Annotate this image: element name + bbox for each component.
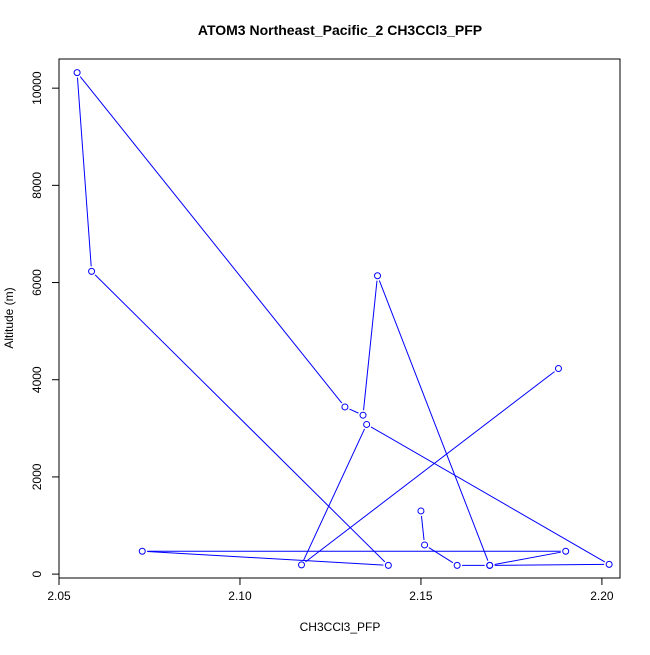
series-line-segment bbox=[349, 408, 359, 414]
y-axis: 0 2000 4000 6000 8000 10000 bbox=[30, 71, 60, 577]
series-line-segment bbox=[147, 551, 384, 566]
series-layer bbox=[73, 69, 613, 569]
series-line-segment bbox=[79, 76, 343, 404]
data-point bbox=[453, 561, 461, 569]
x-tick-label: 2.15 bbox=[409, 589, 433, 603]
data-point bbox=[562, 547, 570, 555]
data-point bbox=[374, 272, 382, 280]
data-point bbox=[297, 561, 305, 569]
y-tick-label: 2000 bbox=[30, 463, 44, 490]
y-axis-label: Altitude (m) bbox=[2, 287, 16, 348]
y-tick-label: 8000 bbox=[30, 172, 44, 199]
data-point bbox=[486, 561, 494, 569]
data-point bbox=[363, 420, 371, 428]
series-line-segment bbox=[303, 428, 365, 561]
series-line-segment bbox=[494, 551, 561, 565]
data-point bbox=[341, 403, 349, 411]
y-tick-label: 6000 bbox=[30, 269, 44, 296]
data-point bbox=[138, 547, 146, 555]
series-line-segment bbox=[370, 426, 606, 563]
data-point bbox=[384, 561, 392, 569]
y-tick-label: 10000 bbox=[30, 71, 44, 105]
data-point bbox=[359, 411, 367, 419]
plot-area-frame bbox=[58, 58, 621, 579]
series-line-segment bbox=[305, 371, 555, 563]
series-line-segment bbox=[428, 547, 454, 564]
data-point bbox=[417, 507, 425, 515]
y-tick-label: 4000 bbox=[30, 366, 44, 393]
data-point bbox=[73, 69, 81, 77]
series-line-segment bbox=[420, 515, 425, 541]
x-axis: 2.05 2.10 2.15 2.20 bbox=[47, 577, 614, 603]
data-point bbox=[554, 365, 562, 373]
x-tick-label: 2.10 bbox=[228, 589, 252, 603]
series-line-segment bbox=[494, 563, 605, 566]
series-line-segment bbox=[76, 77, 92, 267]
x-axis-label: CH3CCl3_PFP bbox=[300, 620, 381, 634]
series-line-segment bbox=[363, 280, 378, 411]
y-tick-label: 0 bbox=[30, 570, 44, 577]
chart-title: ATOM3 Northeast_Pacific_2 CH3CCl3_PFP bbox=[198, 22, 482, 38]
x-tick-label: 2.05 bbox=[47, 589, 71, 603]
x-tick-label: 2.20 bbox=[590, 589, 614, 603]
data-point bbox=[605, 560, 613, 568]
series-line-segment bbox=[378, 280, 489, 561]
series-line-segment bbox=[94, 274, 386, 563]
data-point bbox=[421, 541, 429, 549]
data-point bbox=[88, 267, 96, 275]
